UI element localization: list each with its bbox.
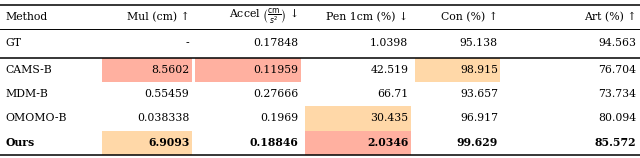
Text: Method: Method — [6, 12, 48, 22]
Bar — [102, 131, 192, 155]
Bar — [195, 58, 301, 82]
Text: 66.71: 66.71 — [377, 89, 408, 99]
Text: Art (%) ↑: Art (%) ↑ — [584, 12, 636, 22]
Bar — [102, 58, 192, 82]
Text: 0.27666: 0.27666 — [253, 89, 298, 99]
Text: 42.519: 42.519 — [371, 65, 408, 75]
Text: GT: GT — [6, 38, 22, 49]
Text: 0.55459: 0.55459 — [145, 89, 189, 99]
Text: 0.038338: 0.038338 — [137, 113, 189, 123]
Text: 30.435: 30.435 — [370, 113, 408, 123]
Text: Con (%) ↑: Con (%) ↑ — [441, 12, 498, 22]
Text: 95.138: 95.138 — [460, 38, 498, 49]
Text: Pen 1cm (%) ↓: Pen 1cm (%) ↓ — [326, 12, 408, 22]
Bar — [305, 131, 411, 155]
Text: 6.9093: 6.9093 — [148, 137, 189, 148]
Text: 93.657: 93.657 — [460, 89, 498, 99]
Text: 1.0398: 1.0398 — [370, 38, 408, 49]
Text: OMOMO-B: OMOMO-B — [6, 113, 67, 123]
Text: 8.5602: 8.5602 — [151, 65, 189, 75]
Text: 98.915: 98.915 — [460, 65, 498, 75]
Text: CAMS-B: CAMS-B — [6, 65, 52, 75]
Text: 0.17848: 0.17848 — [253, 38, 298, 49]
Text: 0.18846: 0.18846 — [250, 137, 298, 148]
Text: 76.704: 76.704 — [598, 65, 636, 75]
Text: 2.0346: 2.0346 — [367, 137, 408, 148]
Text: Ours: Ours — [6, 137, 35, 148]
Text: 80.094: 80.094 — [598, 113, 636, 123]
Text: Mul (cm) ↑: Mul (cm) ↑ — [127, 12, 189, 22]
Text: Accel $\left(\frac{\mathrm{cm}}{s^2}\right)$ ↓: Accel $\left(\frac{\mathrm{cm}}{s^2}\rig… — [229, 7, 298, 27]
Text: MDM-B: MDM-B — [6, 89, 49, 99]
Text: 99.629: 99.629 — [457, 137, 498, 148]
Text: 0.11959: 0.11959 — [253, 65, 298, 75]
Text: 73.734: 73.734 — [598, 89, 636, 99]
Bar — [415, 58, 500, 82]
Text: 85.572: 85.572 — [595, 137, 636, 148]
Text: 96.917: 96.917 — [460, 113, 498, 123]
Bar — [305, 106, 411, 131]
Text: 0.1969: 0.1969 — [260, 113, 298, 123]
Text: 94.563: 94.563 — [598, 38, 636, 49]
Text: -: - — [186, 38, 189, 49]
